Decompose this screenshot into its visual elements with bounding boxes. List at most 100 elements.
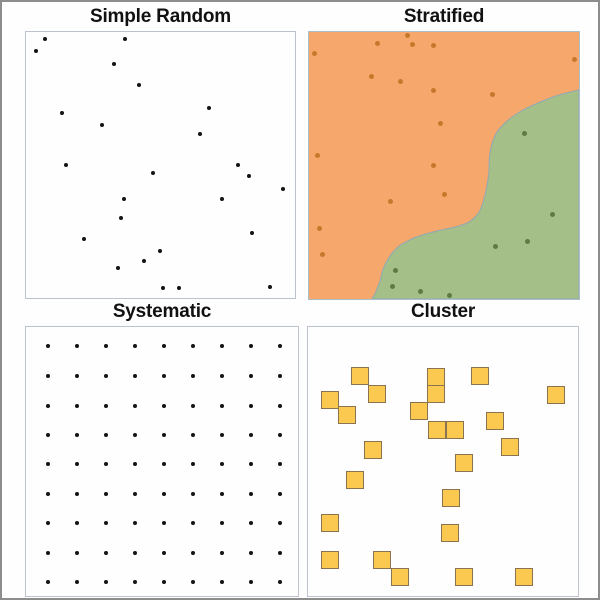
sample-point	[75, 404, 79, 408]
stratum-green-sample-point	[549, 211, 555, 217]
stratum-orange-sample-point	[441, 191, 447, 197]
sample-point	[249, 344, 253, 348]
sample-point	[220, 551, 224, 555]
sample-point	[220, 580, 224, 584]
cluster-sample-square	[351, 367, 369, 385]
sample-point	[104, 404, 108, 408]
panel-stratified	[308, 31, 580, 300]
sample-point	[220, 521, 224, 525]
cluster-sample-square	[455, 568, 473, 586]
sample-point	[34, 49, 38, 53]
sample-point	[133, 580, 137, 584]
cluster-sample-square	[455, 454, 473, 472]
stratum-green-region	[371, 89, 579, 299]
sample-point	[162, 492, 166, 496]
sample-point	[249, 462, 253, 466]
stratum-orange-sample-point	[489, 91, 495, 97]
stratum-orange-sample-point	[430, 42, 436, 48]
sample-point	[104, 374, 108, 378]
stratum-orange-sample-point	[319, 251, 325, 257]
sample-point	[133, 374, 137, 378]
sample-point	[249, 404, 253, 408]
sample-point	[158, 249, 162, 253]
stratum-orange-sample-point	[311, 50, 317, 56]
cluster-sample-square	[373, 551, 391, 569]
stratum-green-sample-point	[389, 283, 395, 289]
sample-point	[278, 521, 282, 525]
sample-point	[278, 404, 282, 408]
sample-point	[75, 462, 79, 466]
sample-point	[278, 433, 282, 437]
sample-point	[46, 521, 50, 525]
sample-point	[104, 580, 108, 584]
stratum-orange-sample-point	[430, 87, 436, 93]
sample-point	[191, 521, 195, 525]
sample-point	[162, 462, 166, 466]
cluster-sample-square	[441, 524, 459, 542]
sample-point	[278, 344, 282, 348]
sample-point	[278, 462, 282, 466]
sample-point	[133, 344, 137, 348]
sample-point	[250, 231, 254, 235]
stratum-orange-sample-point	[316, 225, 322, 231]
sample-point	[162, 344, 166, 348]
sample-point	[75, 374, 79, 378]
sample-point	[82, 237, 86, 241]
sample-point	[104, 492, 108, 496]
stratum-green-sample-point	[417, 288, 423, 294]
panel-simple-random	[25, 31, 296, 299]
sample-point	[133, 433, 137, 437]
stratum-orange-sample-point	[404, 32, 410, 38]
sample-point	[142, 259, 146, 263]
sample-point	[46, 374, 50, 378]
sample-point	[162, 521, 166, 525]
stratum-orange-sample-point	[571, 56, 577, 62]
cluster-sample-square	[442, 489, 460, 507]
sample-point	[281, 187, 285, 191]
sample-point	[247, 174, 251, 178]
sample-point	[162, 374, 166, 378]
cluster-sample-square	[427, 385, 445, 403]
sample-point	[75, 551, 79, 555]
stratum-orange-sample-point	[374, 40, 380, 46]
sample-point	[133, 551, 137, 555]
sample-point	[220, 197, 224, 201]
sample-point	[133, 521, 137, 525]
cluster-sample-square	[501, 438, 519, 456]
sample-point	[46, 462, 50, 466]
sample-point	[249, 374, 253, 378]
sample-point	[162, 551, 166, 555]
sample-point	[116, 266, 120, 270]
sample-point	[46, 404, 50, 408]
sample-point	[46, 580, 50, 584]
sample-point	[104, 433, 108, 437]
sample-point	[220, 462, 224, 466]
sample-point	[268, 285, 272, 289]
stratum-orange-sample-point	[368, 73, 374, 79]
sample-point	[133, 462, 137, 466]
sample-point	[249, 551, 253, 555]
stratum-orange-sample-point	[409, 41, 415, 47]
panel-title-cluster: Cluster	[410, 301, 476, 322]
sample-point	[191, 374, 195, 378]
cluster-sample-square	[515, 568, 533, 586]
cluster-sample-square	[321, 391, 339, 409]
cluster-sample-square	[471, 367, 489, 385]
cluster-sample-square	[428, 421, 446, 439]
sample-point	[191, 492, 195, 496]
sample-point	[278, 551, 282, 555]
sample-point	[75, 492, 79, 496]
sample-point	[151, 171, 155, 175]
sample-point	[191, 580, 195, 584]
cluster-sample-square	[368, 385, 386, 403]
cluster-sample-square	[391, 568, 409, 586]
sample-point	[122, 197, 126, 201]
sample-point	[104, 551, 108, 555]
sample-point	[220, 344, 224, 348]
sample-point	[220, 492, 224, 496]
sample-point	[104, 462, 108, 466]
sample-point	[75, 344, 79, 348]
sample-point	[198, 132, 202, 136]
sample-point	[75, 433, 79, 437]
